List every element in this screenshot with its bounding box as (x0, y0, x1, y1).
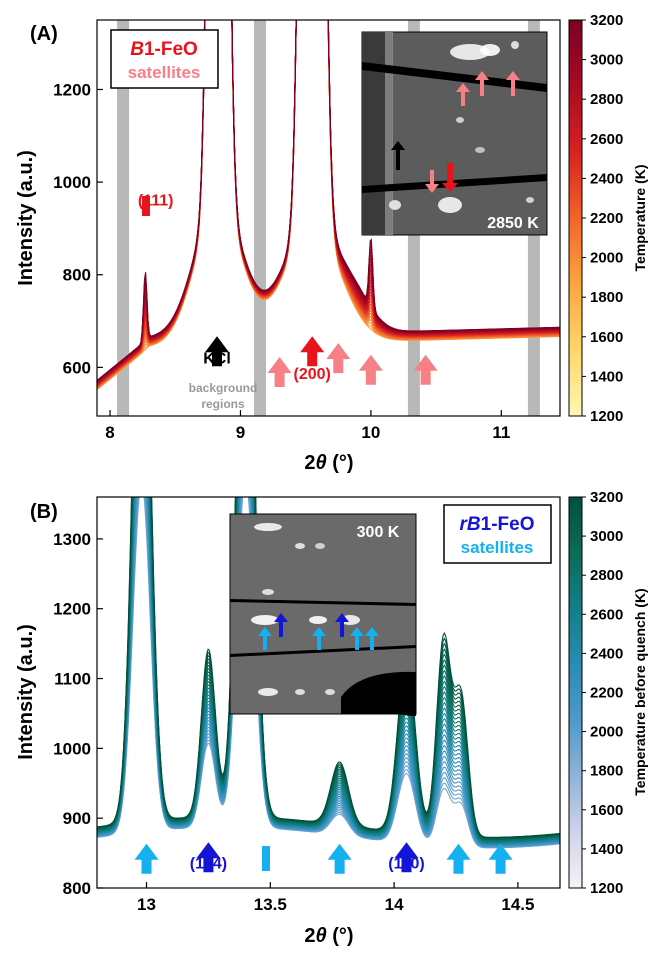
panel-a-ytick-label: 600 (63, 358, 91, 377)
panel-a-ticks: 8 9 10 11 600 800 1000 1200 (53, 80, 510, 442)
peak-arrow (488, 843, 513, 874)
colorbar-tick-label: 1600 (590, 802, 623, 819)
panel-a-peak-labels: (111)(200)KCl (138, 192, 331, 383)
panel-a-ytick-label: 800 (63, 266, 91, 285)
panel-a-colorbar: 1200 1400 1600 1800 2000 2200 2400 2600 2800 3000… (568, 12, 648, 425)
colorbar-tick-label: 1400 (590, 841, 623, 858)
peak-arrow (394, 842, 419, 873)
panel-b-axes-box (96, 496, 561, 889)
panel-a-background-label-2: regions (201, 397, 245, 411)
colorbar-tick-label: 3000 (590, 528, 623, 545)
peak-label: (110) (388, 855, 424, 872)
colorbar-tick-label: 3200 (590, 12, 623, 29)
panel-b-ytick-label: 900 (63, 809, 91, 828)
series-line (97, 20, 560, 381)
peak-arrow (134, 843, 159, 874)
peak-arrow (358, 354, 383, 385)
panel-a-xtick-label: 8 (105, 423, 114, 442)
peak-label: (200) (294, 366, 331, 383)
panel-b-inset-label: 300 K (357, 524, 400, 541)
panel-a-colorbar-label: Temperature (K) (632, 164, 648, 271)
peak-arrow (327, 843, 352, 874)
panel-a-xtick-label: 9 (236, 423, 245, 442)
colorbar-tick-label: 2200 (590, 210, 623, 227)
peak-arrow (196, 842, 221, 873)
colorbar-tick-label: 1800 (590, 289, 623, 306)
panel-b-legend-satellites: satellites (461, 538, 534, 557)
panel-a-inset-label: 2850 K (487, 215, 539, 232)
panel-a-xlabel: 2θ (°) (304, 452, 353, 474)
peak-arrow (204, 336, 229, 367)
panel-b-ytick-label: 1100 (54, 670, 91, 689)
peak-111-marker (142, 196, 150, 216)
panel-b-legend: rB1-FeO satellites (443, 504, 552, 564)
colorbar-tick-label: 1600 (590, 329, 623, 346)
peak-arrow (413, 354, 438, 385)
panel-b: 13 13.5 14 14.5 800 900 1000 1100 1200 1300 (B) I… (15, 489, 648, 947)
panel-a-legend: B1-FeO satellites (110, 29, 219, 89)
panel-b-xtick-label: 14 (385, 895, 404, 914)
colorbar-tick-label: 1400 (590, 368, 623, 385)
peak-arrow (326, 343, 351, 374)
background-region (254, 20, 267, 416)
panel-b-colorbar: 1200 1400 1600 1800 2000 2200 2400 2600 2800 3000… (568, 489, 648, 897)
panel-a-label: (A) (30, 23, 58, 45)
panel-b-arrows (134, 842, 513, 874)
colorbar-tick-label: 2600 (590, 131, 623, 148)
colorbar-tick-label: 1800 (590, 763, 623, 780)
background-region (117, 20, 130, 416)
panel-b-ticks: 13 13.5 14 14.5 800 900 1000 1100 1200 1300 (53, 530, 534, 914)
peak-arrow (267, 357, 292, 388)
panel-b-ytick-label: 800 (63, 879, 91, 898)
panel-b-xtick-label: 13 (137, 895, 156, 914)
peak-arrow (446, 843, 471, 874)
panel-b-inset: 300 K (229, 513, 417, 716)
panel-b-peak-labels: (104) (110) (190, 855, 425, 872)
colorbar-tick-label: 2400 (590, 645, 623, 662)
panel-b-ytick-label: 1300 (53, 530, 91, 549)
peak-label: KCl (203, 351, 231, 368)
panel-a-arrows (204, 336, 438, 388)
panel-a-legend-phase: B1-FeO (130, 39, 198, 60)
colorbar-tick-label: 2800 (590, 567, 623, 584)
panel-a-background-label-1: background (189, 381, 258, 395)
panel-b-label: (B) (30, 501, 58, 523)
panel-a-ytick-label: 1200 (53, 80, 91, 99)
colorbar-tick-label: 2000 (590, 724, 623, 741)
panel-a-legend-satellites: satellites (128, 63, 201, 82)
panel-a-xtick-label: 11 (492, 423, 510, 442)
panel-b-xlabel: 2θ (°) (304, 925, 353, 947)
panel-a-axes-box (96, 19, 561, 417)
colorbar-tick-label: 2400 (590, 170, 623, 187)
panel-b-xtick-label: 13.5 (254, 895, 287, 914)
panel-a-series (97, 20, 560, 391)
panel-b-colorbar-label: Temperature before quench (K) (632, 588, 648, 795)
colorbar-tick-label: 2600 (590, 606, 623, 623)
colorbar-tick-label: 3000 (590, 52, 623, 69)
panel-a-ytick-label: 1000 (53, 173, 91, 192)
colorbar-tick-label: 1200 (590, 408, 623, 425)
colorbar-tick-label: 1200 (590, 880, 623, 897)
colorbar-tick-label: 2000 (590, 250, 623, 267)
colorbar-tick-label: 3200 (590, 489, 623, 506)
panel-b-series (97, 497, 560, 849)
colorbar-tick-label: 2200 (590, 685, 623, 702)
series-line (97, 497, 560, 838)
panel-b-satellite-marker (262, 846, 270, 871)
panel-a-xtick-label: 10 (361, 423, 380, 442)
panel-a-ylabel: Intensity (a.u.) (15, 150, 37, 286)
colorbar-tick-label: 2800 (590, 91, 623, 108)
peak-arrow (300, 336, 325, 367)
panel-b-ytick-label: 1200 (53, 600, 91, 619)
peak-label: (104) (190, 855, 227, 872)
panel-b-ylabel: Intensity (a.u.) (15, 624, 37, 760)
panel-b-legend-phase: rB1-FeO (460, 514, 535, 535)
panel-a-inset: 2850 K (361, 31, 548, 236)
panel-a: 8 9 10 11 600 800 1000 1200 (A) Intensity (a.u.… (15, 12, 648, 474)
panel-b-xtick-label: 14.5 (501, 895, 534, 914)
panel-b-ytick-label: 1000 (53, 739, 91, 758)
